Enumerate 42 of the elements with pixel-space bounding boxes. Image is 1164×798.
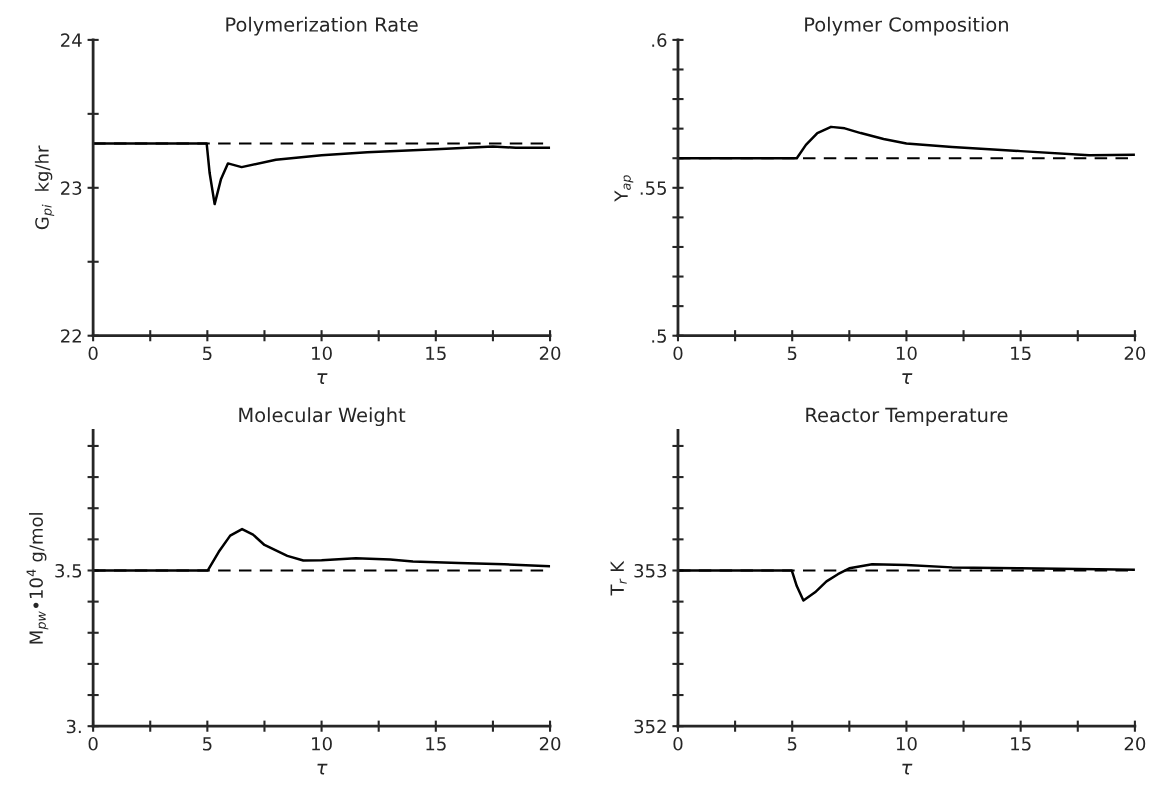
- x-tick-label: 0: [673, 346, 683, 361]
- x-tick-label: 5: [203, 737, 212, 751]
- x-tick-label: 10: [312, 736, 332, 751]
- x-tick-label: 20: [1124, 736, 1146, 751]
- y-tick-label: 24: [61, 33, 82, 47]
- chart-title: Polymer Composition: [805, 16, 1008, 36]
- y-tick-label: 352: [634, 719, 666, 734]
- y-axis-title: T$_{r}$ K: [610, 560, 627, 596]
- x-tick-label: 10: [896, 346, 917, 361]
- x-axis-title: τ: [902, 763, 913, 775]
- y-axis-title: G$_{pi}$ kg/hr: [34, 145, 55, 230]
- y-tick-label: .55: [640, 181, 666, 195]
- chart-title: Molecular Weight: [239, 407, 406, 427]
- x-tick-label: 5: [787, 346, 797, 361]
- x-tick-label: 5: [787, 737, 797, 751]
- chart-title: Polymerization Rate: [226, 16, 418, 36]
- x-tick-label: 15: [426, 737, 446, 751]
- x-tick-label: 15: [426, 346, 446, 361]
- x-axis-title: τ: [317, 763, 328, 775]
- x-tick-label: 10: [312, 346, 332, 361]
- y-tick-label: 3.5: [55, 563, 82, 578]
- y-tick-label: .5: [652, 329, 666, 343]
- x-tick-label: 5: [203, 346, 212, 361]
- x-tick-label: 20: [539, 346, 561, 361]
- x-axis-title: τ: [317, 373, 328, 384]
- x-tick-label: 15: [1011, 346, 1031, 361]
- y-tick-label: .6: [652, 33, 667, 48]
- y-axis-title: Y$_{ap}$: [614, 175, 634, 202]
- y-axis-title: M$_{pw}$•10$^{4}$ g/mol: [26, 513, 49, 644]
- x-tick-label: 0: [88, 736, 98, 751]
- x-tick-label: 10: [896, 736, 917, 751]
- x-tick-label: 15: [1011, 737, 1031, 751]
- x-tick-label: 20: [539, 736, 561, 751]
- chart-title: Reactor Temperature: [806, 407, 1008, 427]
- x-tick-label: 0: [88, 346, 98, 361]
- y-tick-label: 3.: [66, 719, 81, 734]
- y-tick-label: 22: [61, 329, 81, 343]
- x-axis-title: τ: [902, 373, 913, 384]
- x-tick-label: 0: [673, 736, 683, 751]
- x-tick-label: 20: [1124, 346, 1146, 361]
- y-tick-label: 23: [61, 181, 82, 195]
- y-tick-label: 353: [634, 563, 667, 578]
